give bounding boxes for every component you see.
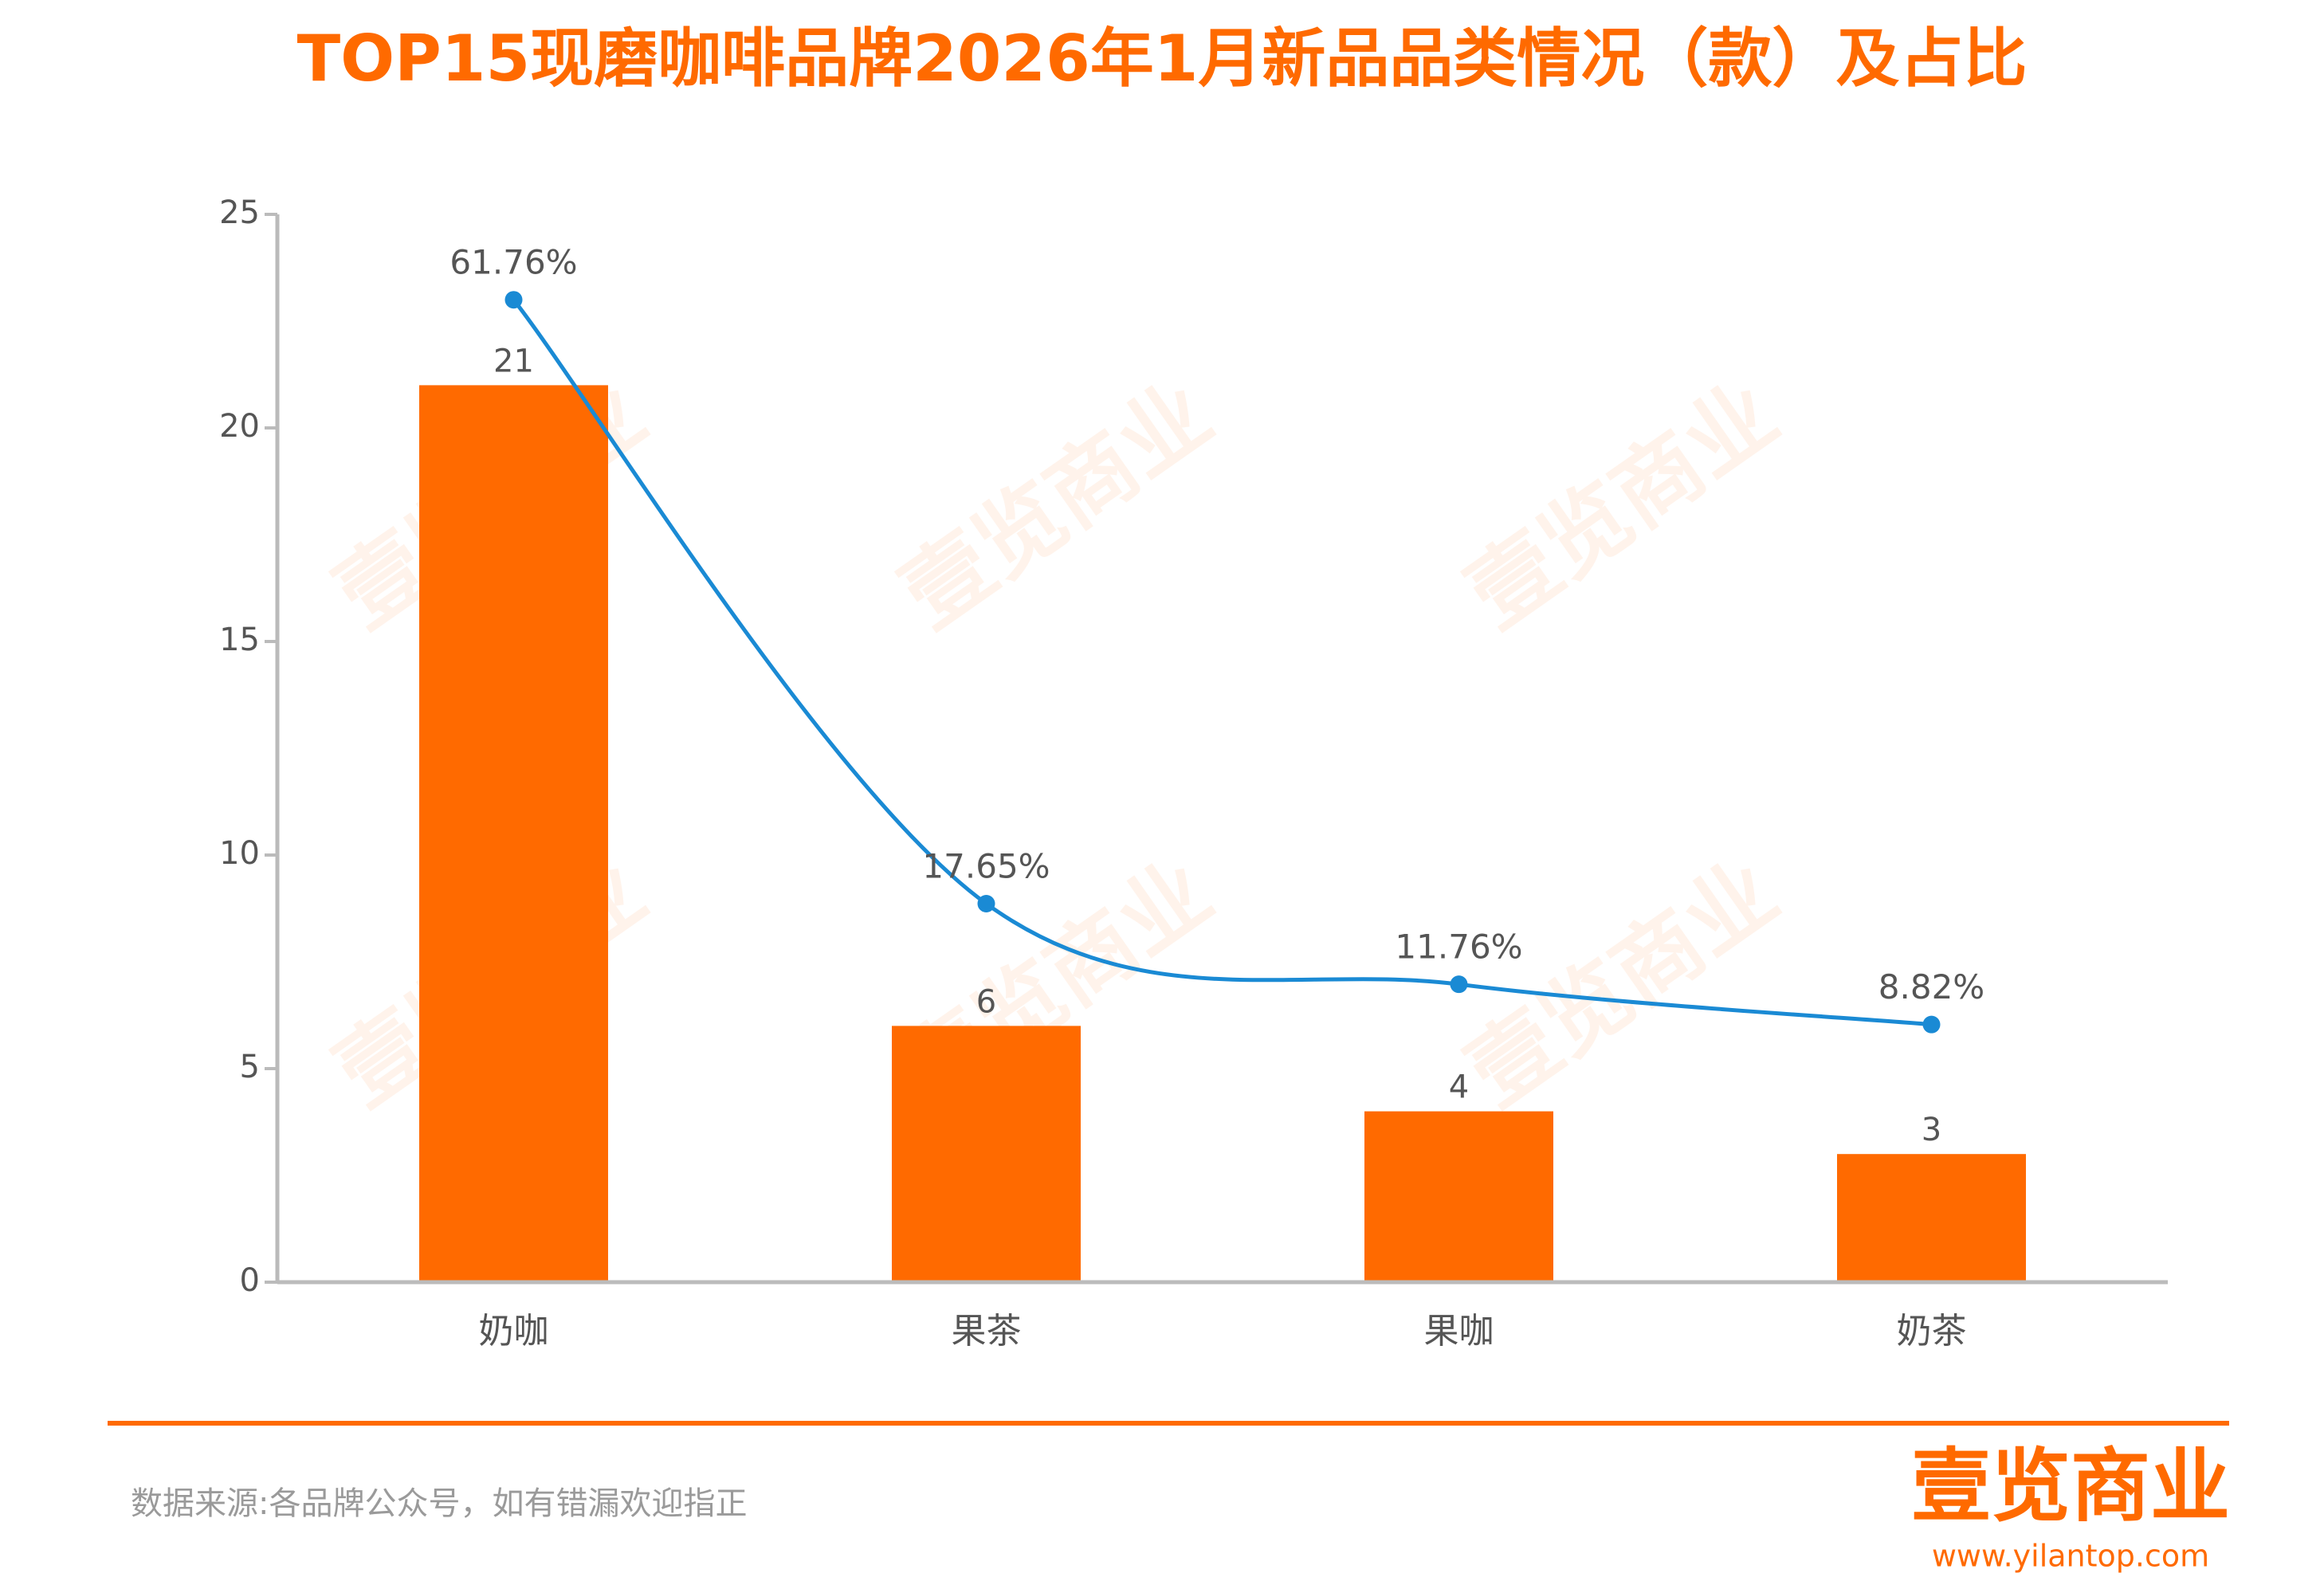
bar: [892, 1026, 1081, 1282]
y-tick-label: 5: [240, 1049, 260, 1085]
line-point: [1922, 1015, 1941, 1034]
chart-title: TOP15现磨咖啡品牌2026年1月新品品类情况（款）及占比: [297, 22, 2028, 96]
line-value-label: 8.82%: [1878, 967, 1984, 1006]
bar-value-label: 21: [493, 343, 534, 379]
x-tick-label: 奶咖: [479, 1311, 549, 1352]
x-tick-label: 奶茶: [1897, 1311, 1967, 1352]
y-tick-label: 25: [219, 194, 260, 231]
line: [512, 298, 1932, 1027]
line-value-label: 17.65%: [922, 846, 1050, 885]
bar-value-label: 6: [976, 983, 996, 1020]
y-tick-label: 20: [219, 408, 260, 445]
x-tick-label: 果茶: [952, 1311, 1022, 1352]
line-point: [504, 291, 523, 309]
source-note: 数据来源:各品牌公众号，如有错漏欢迎指正: [131, 1485, 747, 1522]
bar-value-label: 3: [1922, 1112, 1941, 1148]
line-point: [977, 894, 995, 912]
bar: [1364, 1111, 1553, 1282]
line-point: [1450, 975, 1468, 994]
x-tick-label: 果咖: [1424, 1311, 1494, 1352]
watermark: 壹览商业: [1450, 363, 1796, 647]
line-value-label: 11.76%: [1395, 928, 1522, 967]
bar: [1837, 1154, 2026, 1282]
y-tick-label: 10: [219, 835, 260, 872]
bar-value-label: 4: [1449, 1069, 1469, 1106]
line-value-label: 61.76%: [449, 243, 577, 282]
website: www.yilantop.com: [1932, 1539, 2209, 1574]
logo: 壹览商业: [1911, 1439, 2230, 1532]
watermark: 壹览商业: [884, 363, 1230, 647]
y-tick-label: 15: [219, 622, 260, 658]
y-tick-label: 0: [240, 1262, 260, 1299]
bar: [419, 385, 608, 1282]
watermark: 壹览商业: [1450, 841, 1796, 1125]
